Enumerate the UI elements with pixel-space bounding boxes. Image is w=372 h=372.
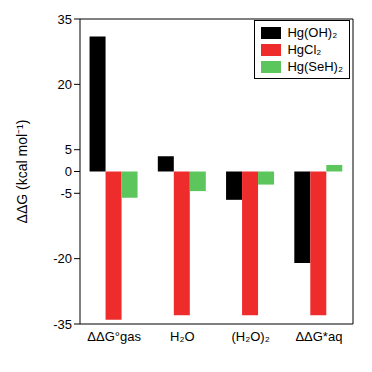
svg-text:35: 35 [58, 12, 72, 27]
svg-text:H₂O: H₂O [170, 329, 195, 344]
svg-text:20: 20 [58, 77, 72, 92]
svg-text:ΔΔG*aq: ΔΔG*aq [295, 329, 342, 344]
svg-text:ΔΔG (kcal mol⁻¹): ΔΔG (kcal mol⁻¹) [14, 120, 30, 224]
html-text:Hg(SeH)₂: Hg(SeH)₂ [287, 59, 343, 74]
svg-text:0: 0 [65, 164, 72, 179]
svg-text:5: 5 [65, 142, 72, 157]
svg-text:-20: -20 [53, 251, 72, 266]
html-text:Hg(OH)₂: Hg(OH)₂ [287, 25, 338, 40]
svg-text:-5: -5 [60, 186, 72, 201]
svg-text:-35: -35 [53, 317, 72, 332]
svg-text:ΔΔG°gas: ΔΔG°gas [87, 329, 141, 344]
html-text:HgCl₂: HgCl₂ [287, 42, 322, 57]
svg-text:(H₂O)₂: (H₂O)₂ [231, 329, 269, 344]
